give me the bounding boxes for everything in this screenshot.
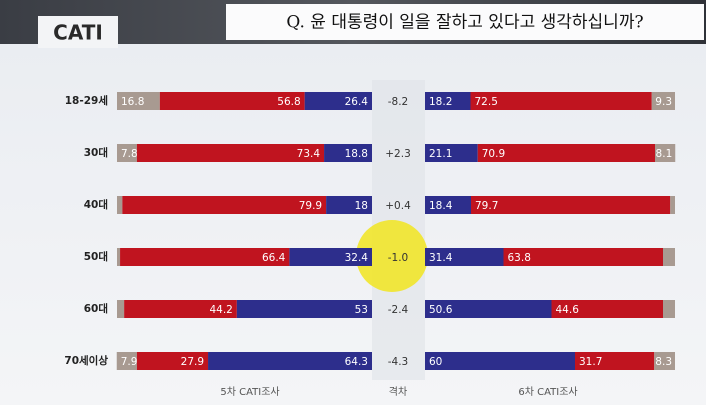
bar-segment xyxy=(117,92,160,110)
bar-segment xyxy=(117,196,123,214)
category-label: 50대 xyxy=(84,250,108,263)
bar-segment xyxy=(670,196,675,214)
bar-segment xyxy=(117,248,121,266)
value-label: 8.1 xyxy=(656,148,673,160)
category-label: 18-29세 xyxy=(65,94,108,107)
bar-segment xyxy=(326,196,372,214)
value-label: 31.4 xyxy=(429,252,453,264)
value-label: 70.9 xyxy=(482,148,505,160)
chart-title: Q. 윤 대통령이 일을 잘하고 있다고 생각하십니까? xyxy=(286,13,643,33)
bar-segment xyxy=(425,196,471,214)
value-label: 7.9 xyxy=(121,356,138,368)
value-label: 27.9 xyxy=(181,356,204,368)
bar-segment xyxy=(324,144,372,162)
category-label: 70세이상 xyxy=(64,354,108,367)
value-label: 50.6 xyxy=(429,304,453,316)
value-label: 7.8 xyxy=(121,148,138,160)
bar-segment xyxy=(471,196,671,214)
diff-label: +0.4 xyxy=(385,200,411,212)
bar-segment xyxy=(663,248,675,266)
logo-box xyxy=(38,16,118,48)
bar-segment xyxy=(236,300,372,318)
bar-segment xyxy=(425,92,471,110)
value-label: 18 xyxy=(355,200,368,212)
bar-segment xyxy=(116,352,137,370)
bar-segment xyxy=(425,300,552,318)
value-label: 18.2 xyxy=(429,96,452,108)
diff-label: -1.0 xyxy=(388,252,409,264)
left-panel-label: 5차 CATI조사 xyxy=(220,386,279,398)
bar-segment xyxy=(477,144,655,162)
diff-label: -2.4 xyxy=(388,304,409,316)
value-label: 21.1 xyxy=(429,148,452,160)
bar-segment xyxy=(551,300,663,318)
bar-segment xyxy=(208,352,372,370)
bar-segment xyxy=(136,352,209,370)
bar-segment xyxy=(117,144,137,162)
bar-segment xyxy=(136,144,325,162)
category-label: 60대 xyxy=(84,302,108,315)
bar-segment xyxy=(654,352,675,370)
value-label: 18.8 xyxy=(345,148,368,160)
right-panel-label: 6차 CATI조사 xyxy=(518,386,577,398)
value-label: 66.4 xyxy=(262,252,286,264)
bar-segment xyxy=(304,92,372,110)
diff-label: 격차 xyxy=(389,385,407,398)
bar-segment xyxy=(663,300,675,318)
value-label: 31.7 xyxy=(579,356,602,368)
bar-segment xyxy=(575,352,655,370)
value-label: 9.3 xyxy=(655,96,672,108)
value-label: 32.4 xyxy=(345,252,369,264)
diff-label: -8.2 xyxy=(388,96,409,108)
value-label: 63.8 xyxy=(508,252,531,264)
value-label: 44.2 xyxy=(209,304,232,316)
value-label: 79.7 xyxy=(475,200,498,212)
bar-segment xyxy=(655,144,676,162)
value-label: 53 xyxy=(355,304,368,316)
bar-segment xyxy=(425,352,575,370)
bar-segment xyxy=(120,248,290,266)
value-label: 26.4 xyxy=(345,96,369,108)
bar-segment xyxy=(425,144,478,162)
bar-segment xyxy=(651,92,675,110)
bar-segment xyxy=(289,248,372,266)
value-label: 79.9 xyxy=(299,200,322,212)
bar-segment xyxy=(159,92,305,110)
value-label: 44.6 xyxy=(556,304,580,316)
value-label: 72.5 xyxy=(475,96,498,108)
bar-segment xyxy=(124,300,237,318)
bar-segment xyxy=(503,248,663,266)
highlight-cursor xyxy=(356,220,428,292)
value-label: 8.3 xyxy=(655,356,672,368)
bar-segment xyxy=(122,196,327,214)
diff-label: +2.3 xyxy=(385,148,411,160)
category-label: 40대 xyxy=(84,198,108,211)
title-box xyxy=(226,4,704,40)
category-label: 30대 xyxy=(84,146,108,159)
value-label: 60 xyxy=(429,356,442,368)
bar-segment xyxy=(470,92,652,110)
value-label: 64.3 xyxy=(345,356,368,368)
diff-label: -4.3 xyxy=(388,356,409,368)
logo: CATI xyxy=(53,21,103,45)
bar-segment xyxy=(117,300,125,318)
value-label: 56.8 xyxy=(277,96,300,108)
value-label: 18.4 xyxy=(429,200,453,212)
bar-segment xyxy=(425,248,504,266)
value-label: 16.8 xyxy=(121,96,144,108)
value-label: 73.4 xyxy=(297,148,321,160)
